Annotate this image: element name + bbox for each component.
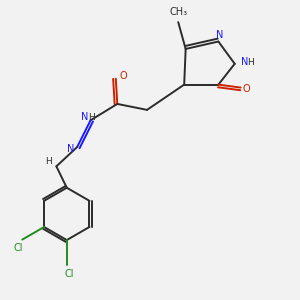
- Text: N: N: [241, 57, 248, 67]
- Text: H: H: [247, 58, 254, 67]
- Text: N: N: [216, 30, 223, 40]
- Text: Cl: Cl: [65, 268, 74, 279]
- Text: Cl: Cl: [14, 243, 23, 253]
- Text: O: O: [243, 84, 250, 94]
- Text: N: N: [67, 143, 74, 154]
- Text: CH₃: CH₃: [169, 7, 187, 17]
- Text: O: O: [119, 71, 127, 81]
- Text: H: H: [88, 113, 95, 122]
- Text: N: N: [81, 112, 88, 122]
- Text: H: H: [45, 158, 52, 166]
